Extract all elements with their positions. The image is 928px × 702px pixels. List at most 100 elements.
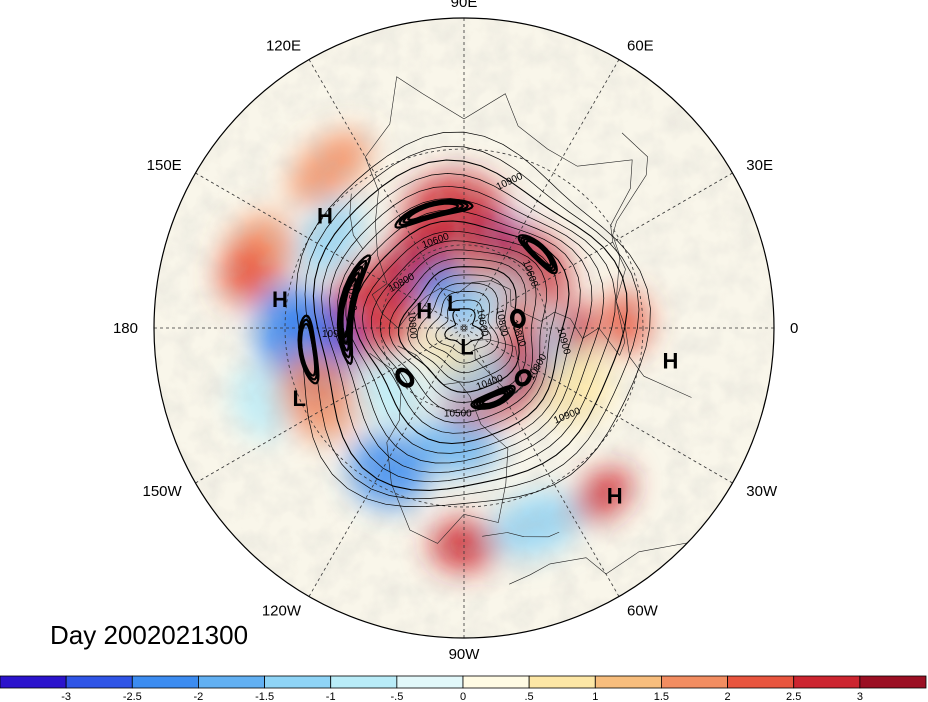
colorbar-ticks: -3 -2.5 -2 -1.5 -1 -.5 0 .5 1 1.5 2 2.5 3	[61, 691, 863, 702]
colorbar-box	[131, 675, 199, 689]
height-contour	[435, 299, 492, 355]
jet-contour	[402, 201, 465, 224]
jet-stream-contours	[297, 198, 558, 410]
coastline	[509, 537, 715, 585]
colorbar-tick-label: -1	[326, 691, 336, 702]
colorbar-box	[528, 675, 596, 689]
colorbar-box	[462, 675, 530, 689]
longitude-label: 30W	[746, 483, 778, 500]
meridian-line	[463, 327, 733, 484]
jet-contour	[339, 265, 364, 352]
meridian-line	[463, 172, 733, 329]
colorbar-box	[396, 675, 464, 689]
height-contour	[321, 173, 616, 483]
meridian-line	[195, 172, 465, 329]
coastline	[349, 193, 364, 250]
colorbar-tick-label: -3	[61, 691, 71, 702]
longitude-labels: 90E 60E 30E 0 30W 60W 90W 120W 150W 180 150E 120E	[113, 0, 798, 663]
longitude-label: 120W	[262, 602, 302, 619]
longitude-label: 30E	[746, 157, 773, 174]
colorbar-box	[0, 675, 67, 689]
latitude-circle	[380, 244, 548, 412]
jet-contour	[397, 369, 413, 386]
height-contour	[426, 291, 499, 364]
colorbar-box	[264, 675, 332, 689]
height-contour	[353, 220, 570, 445]
coastline	[482, 531, 560, 538]
colorbar-tick-label: 1	[592, 691, 598, 702]
high-pressure-label: H	[663, 349, 679, 374]
colorbar-tick-label: -2	[194, 691, 204, 702]
low-pressure-label: L	[460, 335, 473, 360]
coastline	[612, 132, 692, 398]
colorbar-tick-label: .5	[525, 691, 534, 702]
colorbar-tick-label: 0	[460, 691, 466, 702]
colorbar: -3 -2.5 -2 -1.5 -1 -.5 0 .5 1 1.5 2 2.5 3	[0, 675, 927, 702]
high-pressure-label: H	[416, 298, 432, 323]
colorbar-tick-label: 3	[857, 691, 863, 702]
longitude-label: 60E	[627, 38, 654, 55]
map-disk	[154, 18, 774, 638]
jet-contour	[341, 277, 358, 339]
colorbar-tick-label: 1.5	[654, 691, 669, 702]
jet-contour	[517, 234, 558, 275]
jet-contour	[297, 314, 320, 385]
jet-contour	[299, 322, 317, 377]
high-pressure-label: H	[272, 287, 288, 312]
meridian-line	[463, 59, 620, 329]
jet-contour	[522, 238, 554, 270]
jet-contour	[398, 200, 469, 227]
colorbar-box	[594, 675, 662, 689]
colorbar-box	[793, 675, 861, 689]
graticule	[154, 18, 774, 638]
jet-contour	[336, 254, 372, 366]
high-pressure-label: H	[317, 203, 333, 228]
contour-label: 10900	[322, 329, 350, 340]
contour-label: 10500	[444, 409, 472, 420]
height-contour	[398, 266, 520, 393]
colorbar-tick-label: 2.5	[786, 691, 801, 702]
high-pressure-label: H	[607, 483, 623, 508]
longitude-label: 90W	[449, 646, 481, 663]
jet-contour	[407, 202, 460, 221]
longitude-label: 150E	[147, 157, 182, 174]
jet-contour	[340, 271, 361, 346]
meridian-line	[195, 327, 465, 484]
longitude-label: 120E	[266, 38, 301, 55]
longitude-label: 60W	[627, 602, 659, 619]
jet-contour	[516, 371, 530, 385]
colorbar-box	[859, 675, 927, 689]
longitude-label: 150W	[143, 483, 183, 500]
jet-contour	[337, 259, 368, 359]
colorbar-box	[65, 675, 133, 689]
jet-contour	[525, 240, 552, 267]
height-contour	[362, 230, 558, 434]
day-caption: Day 2002021300	[50, 620, 249, 650]
colorbar-tick-label: -.5	[390, 691, 403, 702]
colorbar-box	[727, 675, 795, 689]
longitude-label: 180	[113, 320, 138, 337]
meridian-line	[308, 327, 465, 597]
height-contour	[416, 282, 506, 374]
map-boundary	[153, 17, 775, 639]
contour-label: 10600	[474, 308, 490, 338]
contour-label: 10800	[405, 311, 418, 340]
colorbar-box	[661, 675, 728, 689]
jet-contour	[298, 318, 318, 381]
longitude-label: 0	[790, 320, 798, 337]
height-contour	[444, 308, 484, 346]
longitude-label: 90E	[451, 0, 478, 11]
low-pressure-label: L	[447, 291, 460, 316]
colorbar-box	[198, 675, 265, 689]
jet-contour	[511, 310, 524, 327]
height-contour	[312, 159, 628, 491]
jet-contour	[520, 235, 557, 272]
height-contour	[329, 185, 605, 474]
latitude-circle	[284, 148, 644, 508]
contour-label: 10800	[494, 308, 510, 338]
jet-contour	[481, 391, 507, 406]
colorbar-tick-label: -1.5	[255, 691, 274, 702]
colorbar-box	[330, 675, 398, 689]
